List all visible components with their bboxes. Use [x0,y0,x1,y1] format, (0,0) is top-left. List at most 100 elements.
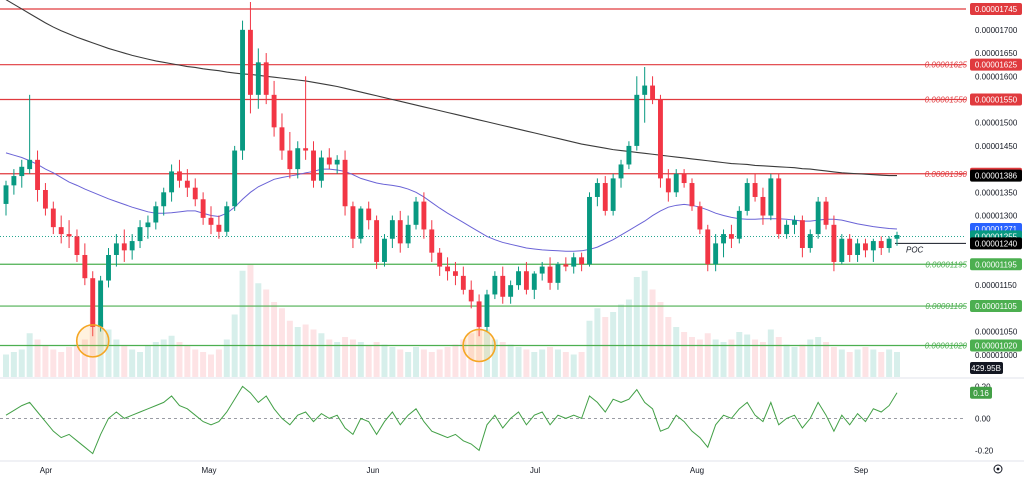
volume-bar [759,342,766,377]
candle [839,234,845,265]
candle [255,48,261,109]
volume-bar [476,327,483,377]
candle [634,76,640,151]
candle-body [184,180,190,188]
candle-body [642,85,648,95]
volume-bar [578,352,585,377]
volume-bar [894,352,900,377]
candle [98,275,104,332]
price-tick-label: 0.00001700 [975,26,1018,35]
candle-body [626,145,632,165]
candle [531,271,537,300]
volume-bar [413,347,420,377]
volume-bar [349,339,356,377]
support-label: 0.00001105 [925,302,967,311]
candle-body [161,192,167,207]
candle [863,238,868,258]
oscillator-line [5,385,898,455]
candle-body [429,229,435,253]
volume-bar [625,299,632,377]
candle-body [500,275,506,297]
volume-bar [160,339,167,377]
candle-body [460,275,466,290]
candle [326,148,332,170]
candle-body [11,176,17,186]
candle [374,215,380,269]
price-tick-label: 0.00001600 [975,72,1018,81]
volume-bar [144,345,151,377]
settings-gear-icon[interactable] [993,464,1003,474]
candle [382,234,387,267]
candle [870,238,876,262]
candle-body [792,220,797,225]
candle [713,234,719,272]
candle-body [287,150,293,170]
candle [799,215,805,258]
candle [445,257,450,281]
candle-body [342,159,348,207]
candle-body [547,266,553,283]
candle [106,248,111,288]
candle-body [736,210,742,239]
volume-bar [688,337,695,377]
candle-body [807,234,813,249]
volume-bar [302,324,309,377]
candle-body [728,234,734,239]
price-tick-label: 0.00001150 [975,281,1017,290]
volume-bar [286,320,293,377]
volume-bar [105,329,112,377]
candle [823,196,829,230]
candle [303,76,309,160]
candle-body [618,164,624,179]
candle-body [224,206,230,232]
candle [161,187,167,216]
volume-bar [42,345,49,377]
volume-bar [610,312,617,377]
time-axis[interactable]: Apr May Jun Jul Aug Sep [40,464,1003,475]
candle-body [847,238,853,255]
candle-body [295,148,301,170]
volume-bar [547,347,554,377]
price-tag: 0.00001386 [975,172,1018,181]
candle [240,20,245,160]
candle-body [66,234,72,237]
volume-bar [58,352,65,377]
candle [847,234,853,262]
volume-bar [97,320,104,377]
candle [437,248,443,276]
osc-tag-bg [970,386,992,399]
candle [728,224,734,249]
candle-body [311,150,316,181]
candle [82,243,88,286]
candle [145,215,151,239]
candle-body [602,183,608,211]
volume-bar [436,349,443,377]
volume-bar [452,344,459,377]
candle-body [216,224,222,232]
candle [665,169,671,202]
candle [311,141,316,188]
candle-body [169,171,175,193]
candle [650,76,656,105]
candle-body [303,148,309,151]
candle [208,206,214,235]
resistance-tag: 0.00001745 [975,5,1018,14]
price-axis[interactable]: 0.00001700 0.00001650 0.00001600 0.00001500… [0,26,1024,462]
candle-body [145,222,151,228]
candle [271,80,277,137]
candle [216,215,222,239]
candle [247,2,253,114]
candle [768,173,774,221]
candle [74,229,80,262]
candle-body [523,271,529,290]
candle-body [3,185,9,204]
candle-body [334,159,340,165]
candle [358,206,364,244]
volume-bar [18,349,25,377]
candle-body [35,159,40,190]
volume-bar [397,349,404,377]
candle [610,173,616,216]
candle [492,271,498,300]
volume-bar [539,349,546,377]
